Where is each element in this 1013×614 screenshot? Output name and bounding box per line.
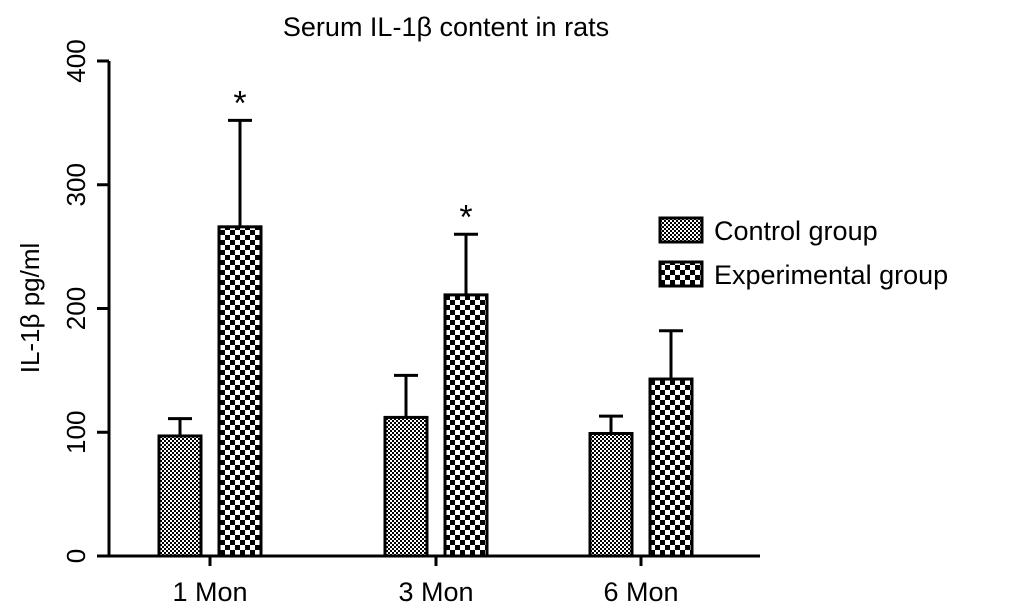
legend: Control group Experimental group	[658, 216, 948, 290]
bar-control-group	[383, 415, 429, 558]
bars: **	[157, 84, 694, 558]
x-tick-label: 1 Mon	[172, 577, 247, 607]
significance-marker: *	[459, 198, 472, 236]
y-tick-label: 0	[61, 549, 91, 563]
bar-experimental-group	[217, 225, 263, 558]
legend-swatch	[658, 260, 704, 288]
bar-control-group	[157, 434, 203, 558]
legend-label: Control group	[714, 216, 878, 246]
significance-marker: *	[233, 84, 246, 122]
y-axis: 0 100 200 300 400	[61, 39, 111, 563]
y-tick-label: 200	[61, 287, 91, 330]
x-tick-label: 6 Mon	[603, 577, 678, 607]
x-axis: 1 Mon 3 Mon 6 Mon	[109, 554, 760, 607]
bar-experimental-group	[443, 293, 489, 558]
y-tick-label: 300	[61, 163, 91, 206]
chart-title: Serum IL-1β content in rats	[283, 12, 609, 42]
legend-swatch	[658, 216, 704, 244]
bar-control-group	[588, 431, 634, 558]
y-tick-label: 100	[61, 411, 91, 454]
y-axis-label: IL-1β pg/ml	[15, 243, 45, 374]
bar-experimental-group	[648, 377, 694, 558]
x-tick-label: 3 Mon	[398, 577, 473, 607]
y-tick-label: 400	[61, 39, 91, 82]
legend-label: Experimental group	[714, 260, 948, 290]
